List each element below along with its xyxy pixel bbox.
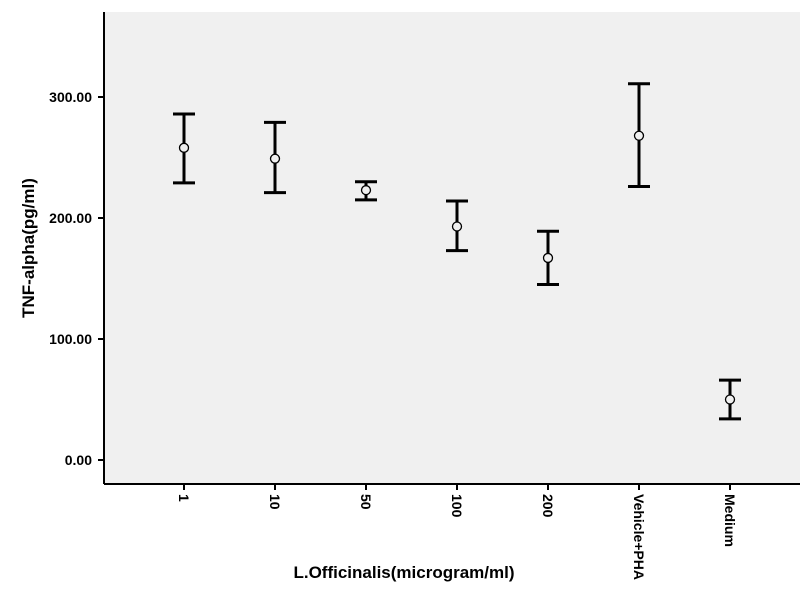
x-tick-label: Vehicle+PHA — [631, 494, 647, 580]
error-bar-medium — [719, 378, 741, 421]
error-bar-10 — [264, 120, 286, 195]
y-axis-title: TNF-alpha(pg/ml) — [19, 178, 38, 318]
x-tick-label: 50 — [358, 494, 374, 510]
x-tick-label: 10 — [267, 494, 283, 510]
error-bar-200 — [537, 229, 559, 287]
y-tick-label: 100.00 — [49, 331, 92, 347]
mean-marker — [360, 185, 372, 196]
mean-marker — [269, 153, 281, 164]
mean-marker — [724, 394, 736, 405]
error-bar-1 — [173, 112, 195, 185]
mean-marker — [542, 252, 554, 264]
y-tick-label: 0.00 — [65, 452, 92, 468]
error-bars — [173, 82, 741, 421]
plot-area — [104, 12, 800, 484]
y-tick-label: 200.00 — [49, 210, 92, 226]
error-bar-vehicle-pha — [628, 82, 650, 189]
error-bar-50 — [355, 180, 377, 202]
error-bar-100 — [446, 199, 468, 253]
x-axis-title: L.Officinalis(microgram/ml) — [293, 563, 514, 582]
mean-marker — [178, 142, 190, 153]
x-tick-label: 1 — [176, 494, 192, 502]
mean-marker — [451, 221, 463, 232]
y-ticks: 0.00 100.00 200.00 300.00 — [49, 89, 104, 468]
x-ticks: 1 10 50 100 200 Vehicle+PHA Medium — [176, 484, 738, 580]
x-tick-label: Medium — [722, 494, 738, 547]
x-tick-label: 200 — [540, 494, 556, 518]
mean-marker — [633, 130, 645, 141]
y-tick-label: 300.00 — [49, 89, 92, 105]
x-tick-label: 100 — [449, 494, 465, 518]
